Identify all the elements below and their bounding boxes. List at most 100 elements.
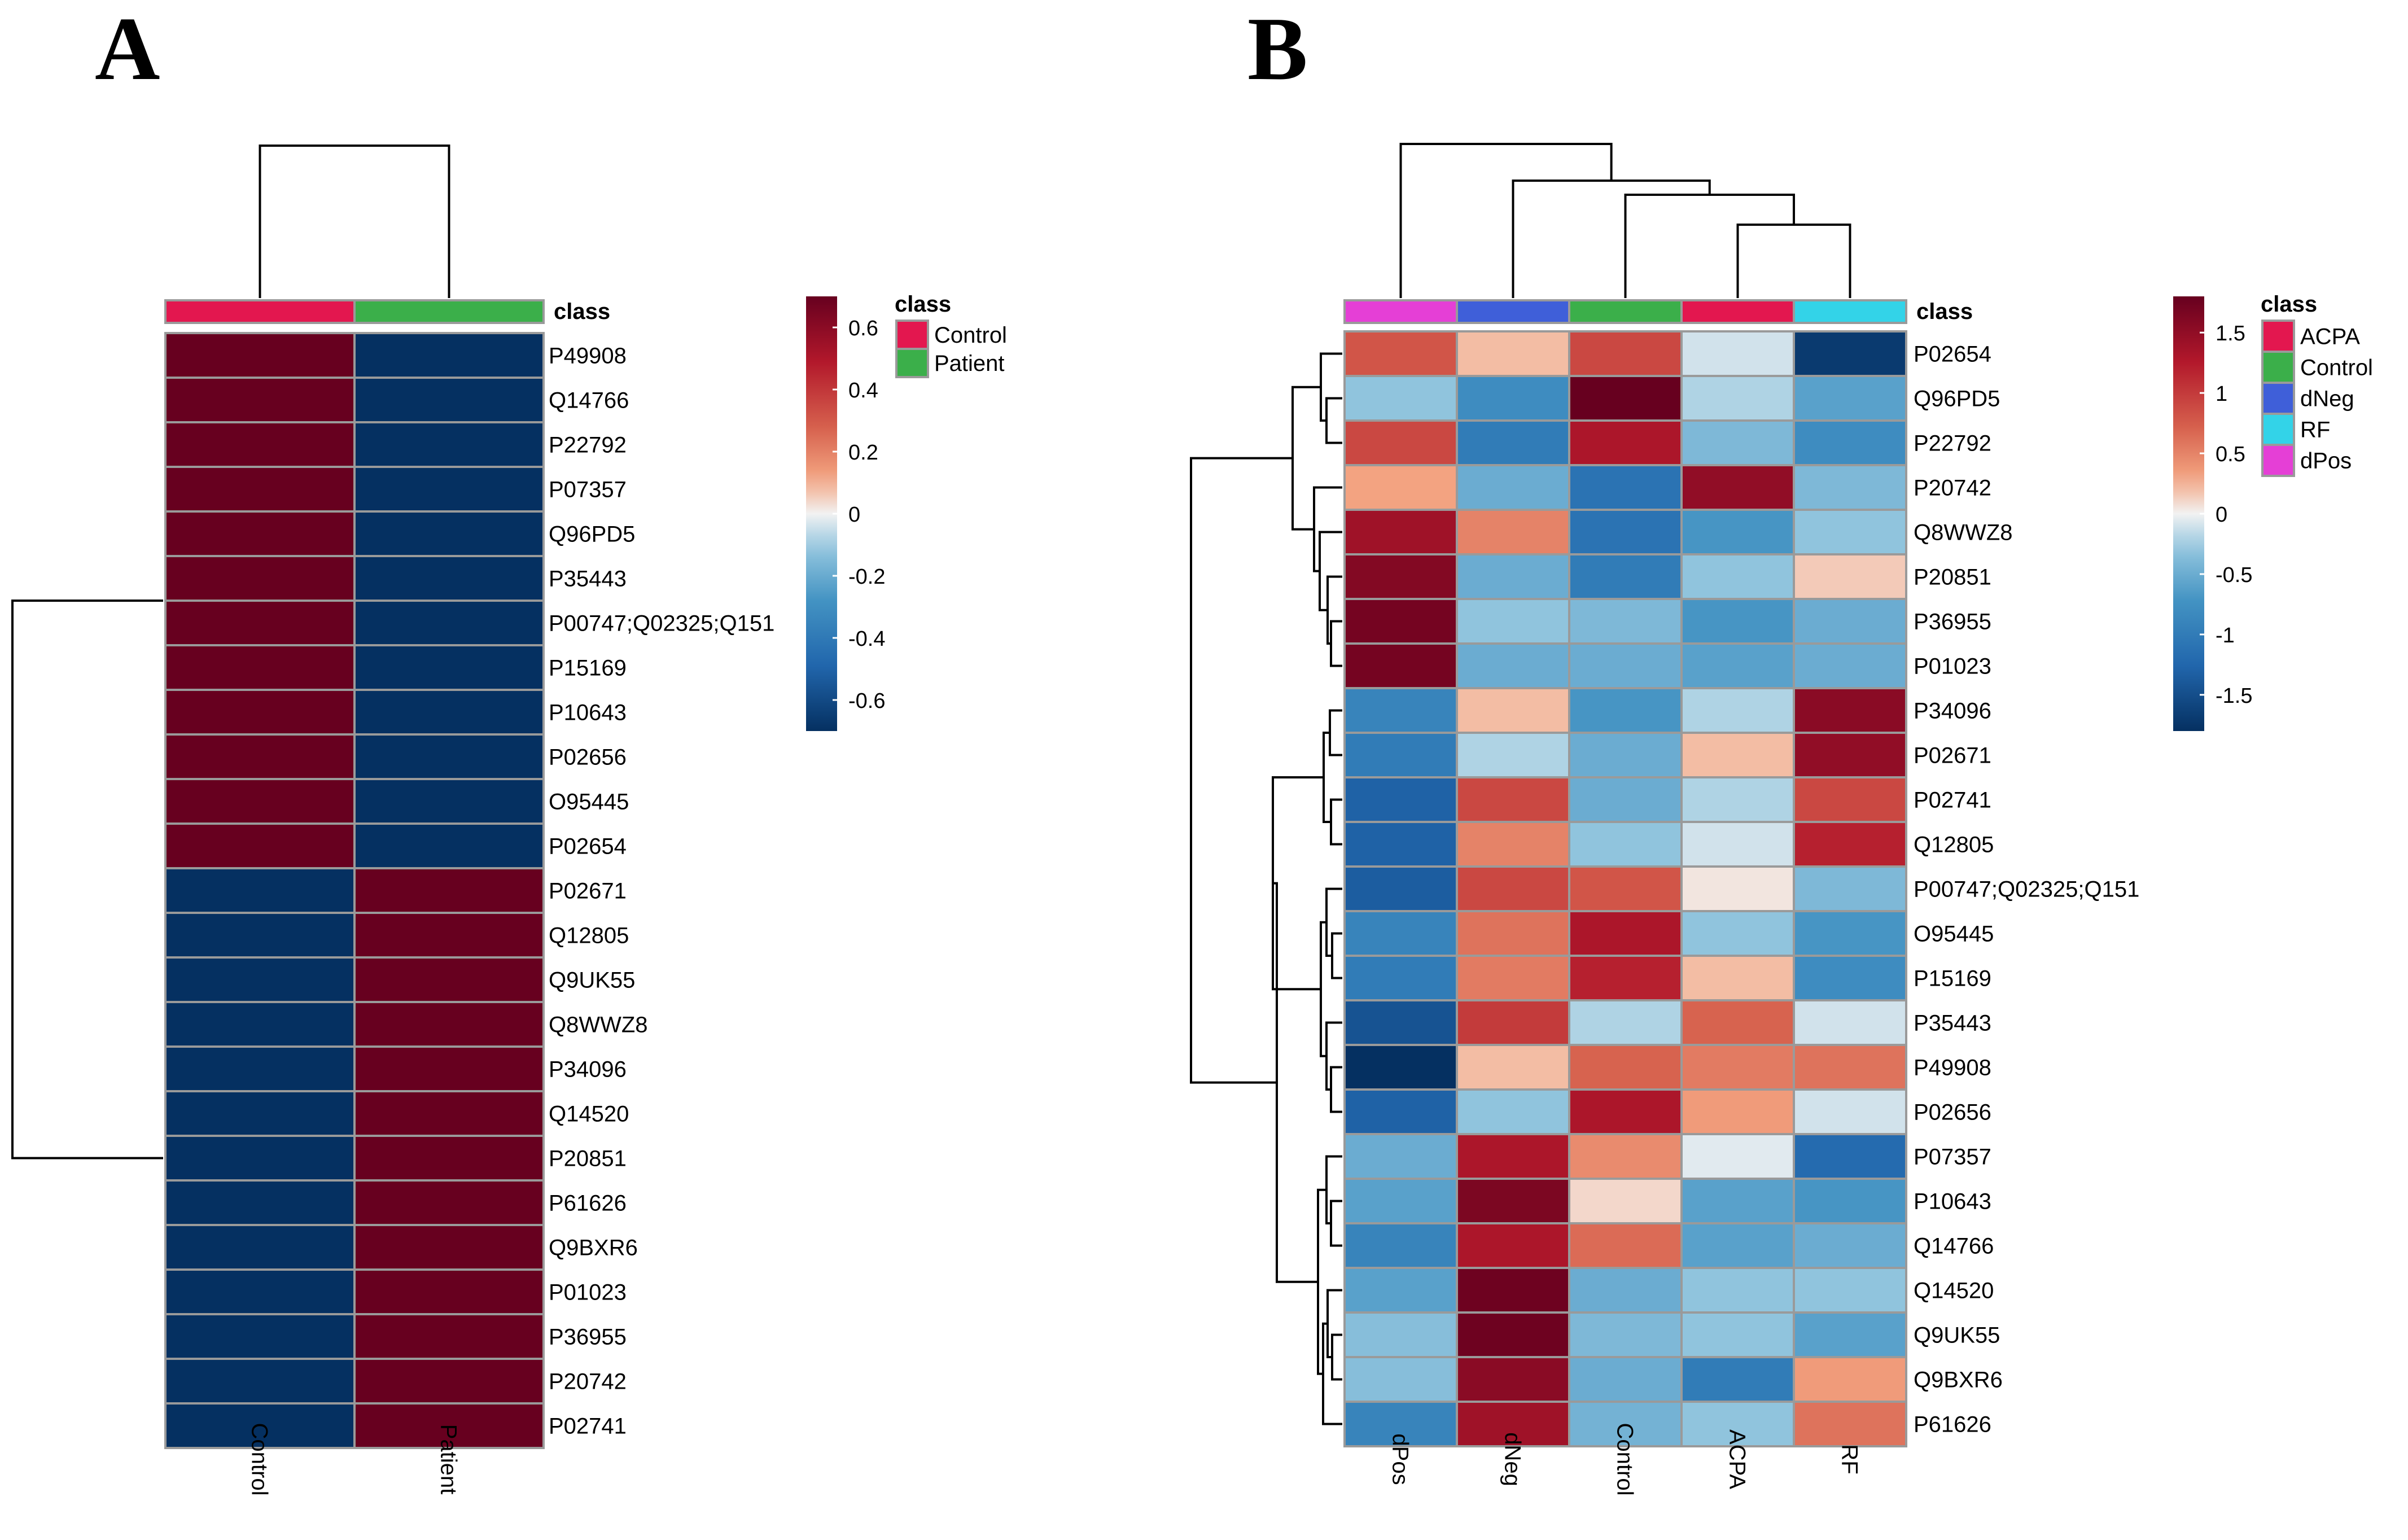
colorbar-tick-label: 0.5 [2216, 443, 2245, 466]
row-label: P22792 [1914, 431, 1991, 456]
heatmap-cell [1680, 464, 1795, 511]
heatmap-cell [1793, 375, 1907, 422]
row-label: P20851 [1914, 565, 1991, 590]
heatmap-cell [353, 510, 545, 557]
heatmap-cell [353, 1001, 545, 1048]
heatmap-cell [1568, 1044, 1683, 1091]
heatmap-cell [1680, 1044, 1795, 1091]
class-annotation-cell [1568, 299, 1683, 324]
heatmap-cell [1456, 821, 1570, 868]
row-label: P02741 [1914, 788, 1991, 813]
heatmap-cell [1680, 598, 1795, 645]
row-label: O95445 [1914, 922, 1994, 947]
heatmap-cell [1568, 776, 1683, 823]
heatmap-cell [1456, 1267, 1570, 1314]
heatmap-cell [353, 1135, 545, 1182]
heatmap-cell [1343, 1222, 1458, 1269]
panel-letter: A [95, 0, 160, 99]
heatmap-cell [164, 823, 356, 869]
heatmap-cell [1568, 1356, 1683, 1403]
class-annotation-cell [1793, 299, 1907, 324]
row-label: P20742 [1914, 476, 1991, 501]
class-annotation-cell [1343, 299, 1458, 324]
heatmap-cell [164, 377, 356, 423]
heatmap-cell [1680, 1356, 1795, 1403]
heatmap-cell [1456, 1401, 1570, 1447]
heatmap-cell [164, 510, 356, 557]
class-annotation-cell [1456, 299, 1570, 324]
heatmap-cell [353, 377, 545, 423]
heatmap-cell [1568, 598, 1683, 645]
heatmap-cell [1343, 464, 1458, 511]
legend-swatch [2261, 382, 2295, 415]
heatmap-cell [1680, 1178, 1795, 1224]
heatmap-cell [1793, 598, 1907, 645]
heatmap-cell [353, 733, 545, 780]
row-label: Q8WWZ8 [1914, 520, 2013, 545]
column-label: Patient [436, 1424, 461, 1495]
heatmap-cell [1793, 687, 1907, 734]
heatmap-cell [1343, 732, 1458, 778]
class-annotation-cell [353, 299, 545, 324]
heatmap-cell [1456, 375, 1570, 422]
heatmap-cell [353, 1313, 545, 1360]
legend-swatch [895, 320, 929, 350]
heatmap-cell [1793, 910, 1907, 957]
heatmap-cell [1793, 642, 1907, 689]
heatmap-cell [1456, 776, 1570, 823]
heatmap-cell [1568, 642, 1683, 689]
row-label: P35443 [549, 567, 627, 592]
heatmap-cell [164, 1045, 356, 1092]
row-label: P07357 [549, 478, 627, 502]
heatmap-cell [164, 1090, 356, 1137]
heatmap-cell [1568, 821, 1683, 868]
heatmap-cell [1568, 1267, 1683, 1314]
heatmap-cell [1680, 1133, 1795, 1180]
column-dendrogram [259, 145, 450, 298]
heatmap-cell [1343, 553, 1458, 600]
row-label: P07357 [1914, 1145, 1991, 1170]
heatmap-cell [164, 1402, 356, 1449]
row-label: Q14520 [549, 1102, 629, 1127]
row-label: Q14766 [1914, 1234, 1994, 1259]
heatmap-cell [1456, 509, 1570, 555]
heatmap-cell [1680, 1311, 1795, 1358]
heatmap-cell [1680, 330, 1795, 377]
heatmap-cell [1793, 1133, 1907, 1180]
heatmap-cell [1456, 999, 1570, 1046]
row-label: Q12805 [549, 924, 629, 948]
heatmap-cell [1456, 1088, 1570, 1135]
row-label: Q96PD5 [549, 522, 635, 547]
heatmap-cell [164, 867, 356, 914]
heatmap-cell [353, 956, 545, 1003]
heatmap-cell [164, 555, 356, 602]
legend-label: Control [934, 323, 1007, 348]
colorbar-tick-label: 0.4 [848, 379, 878, 403]
row-dendrogram [11, 600, 163, 1160]
heatmap-cell [353, 644, 545, 691]
heatmap-cell [1456, 553, 1570, 600]
heatmap-cell [1793, 865, 1907, 912]
heatmap-cell [1568, 464, 1683, 511]
heatmap-cell [353, 466, 545, 513]
heatmap-cell [1680, 509, 1795, 555]
heatmap-cell [1343, 1267, 1458, 1314]
heatmap-cell [1680, 642, 1795, 689]
heatmap-cell [164, 733, 356, 780]
colorbar [806, 296, 837, 731]
heatmap-cell [1568, 910, 1683, 957]
heatmap-cell [1343, 598, 1458, 645]
colorbar-tick-label: 1 [2216, 382, 2227, 406]
heatmap-cell [1568, 865, 1683, 912]
heatmap-cell [1680, 419, 1795, 466]
heatmap-cell [353, 689, 545, 736]
heatmap-cell [1793, 509, 1907, 555]
row-dendrogram [1190, 352, 1342, 1425]
colorbar-tick-label: 1.5 [2216, 322, 2245, 345]
heatmap-cell [1456, 464, 1570, 511]
row-label: P02656 [549, 745, 627, 770]
row-label: P34096 [549, 1057, 627, 1082]
heatmap-cell [1568, 732, 1683, 778]
